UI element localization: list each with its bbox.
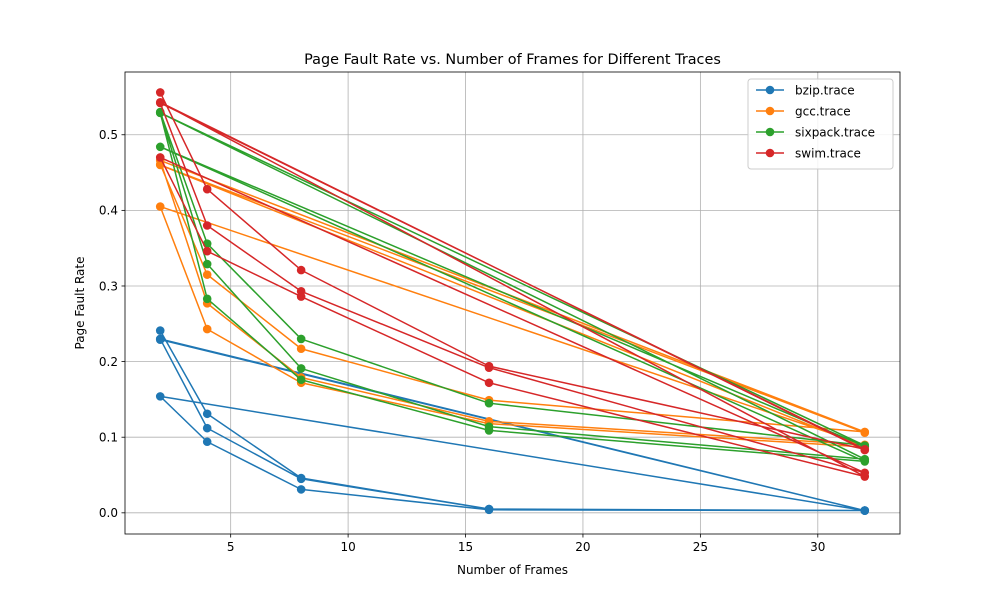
data-point-sixpack — [155, 142, 165, 152]
data-point-sixpack — [202, 294, 212, 304]
legend-box — [747, 78, 894, 170]
x-tick-label: 5 — [227, 540, 235, 554]
data-point-swim — [202, 184, 212, 194]
data-point-sixpack — [296, 375, 306, 385]
legend-marker — [765, 106, 775, 116]
data-point-swim — [202, 221, 212, 230]
series-bzip — [155, 326, 870, 515]
legend-entry-gcc: gcc.trace — [756, 104, 851, 118]
legend: bzip.trace gcc.trace sixpack.trace swim.tra… — [747, 78, 894, 170]
legend-marker — [765, 127, 775, 137]
y-tick-label: 0.0 — [99, 506, 118, 520]
series-layer — [155, 88, 870, 515]
data-point-swim — [202, 246, 212, 256]
legend-label: gcc.trace — [795, 104, 851, 118]
legend-marker — [765, 85, 775, 95]
x-tick-label: 15 — [458, 540, 473, 554]
data-point-swim — [484, 363, 494, 372]
data-point-swim — [296, 292, 306, 301]
x-tick-label: 10 — [340, 540, 355, 554]
data-point-bzip — [202, 409, 212, 419]
data-point-swim — [155, 153, 165, 162]
plot-frame — [124, 71, 901, 535]
data-point-swim — [484, 378, 494, 388]
data-point-swim — [860, 445, 870, 455]
y-tick-label: 0.1 — [99, 431, 118, 445]
data-point-sixpack — [484, 398, 494, 408]
data-point-gcc — [202, 270, 212, 279]
data-point-bzip — [202, 423, 212, 433]
data-point-gcc — [155, 202, 165, 211]
x-tick-label: 20 — [575, 540, 590, 554]
data-point-bzip — [202, 437, 212, 447]
legend-marker — [765, 148, 775, 158]
y-tick-label: 0.2 — [99, 355, 118, 369]
y-tick-label: 0.5 — [99, 128, 118, 142]
data-point-bzip — [155, 392, 165, 401]
legend-entry-bzip: bzip.trace — [756, 83, 855, 97]
data-point-bzip — [155, 335, 165, 344]
data-point-sixpack — [860, 457, 870, 466]
data-point-sixpack — [484, 426, 494, 435]
data-point-bzip — [860, 506, 870, 515]
data-point-gcc — [296, 344, 306, 354]
data-point-bzip — [296, 485, 306, 494]
legend-entry-sixpack: sixpack.trace — [756, 125, 875, 139]
series-swim — [155, 88, 870, 481]
data-point-bzip — [296, 474, 306, 484]
y-tick-label: 0.3 — [99, 279, 118, 293]
x-tick-label: 30 — [810, 540, 825, 554]
data-point-sixpack — [296, 364, 306, 373]
chart-title: Page Fault Rate vs. Number of Frames for… — [304, 52, 721, 68]
data-point-sixpack — [296, 334, 306, 344]
data-point-bzip — [155, 326, 165, 335]
legend-entry-swim: swim.trace — [756, 146, 861, 160]
y-axis-label: Page Fault Rate — [73, 257, 87, 350]
data-point-swim — [155, 97, 165, 107]
data-point-gcc — [860, 428, 870, 437]
legend-label: bzip.trace — [795, 83, 855, 97]
data-point-swim — [155, 88, 165, 97]
data-point-gcc — [202, 324, 212, 334]
y-tick-label: 0.4 — [99, 204, 118, 218]
x-axis-label: Number of Frames — [457, 563, 568, 577]
legend-label: swim.trace — [795, 146, 861, 160]
data-point-swim — [296, 265, 306, 275]
data-point-swim — [860, 472, 870, 481]
ticks: 5 10 15 20 25 30 0.0 0.1 0.2 0.3 0.4 0.5 — [99, 128, 826, 554]
legend-label: sixpack.trace — [795, 125, 875, 139]
data-point-sixpack — [202, 259, 212, 269]
x-tick-label: 25 — [693, 540, 708, 554]
series-sixpack — [155, 107, 870, 466]
data-point-bzip — [484, 505, 494, 515]
